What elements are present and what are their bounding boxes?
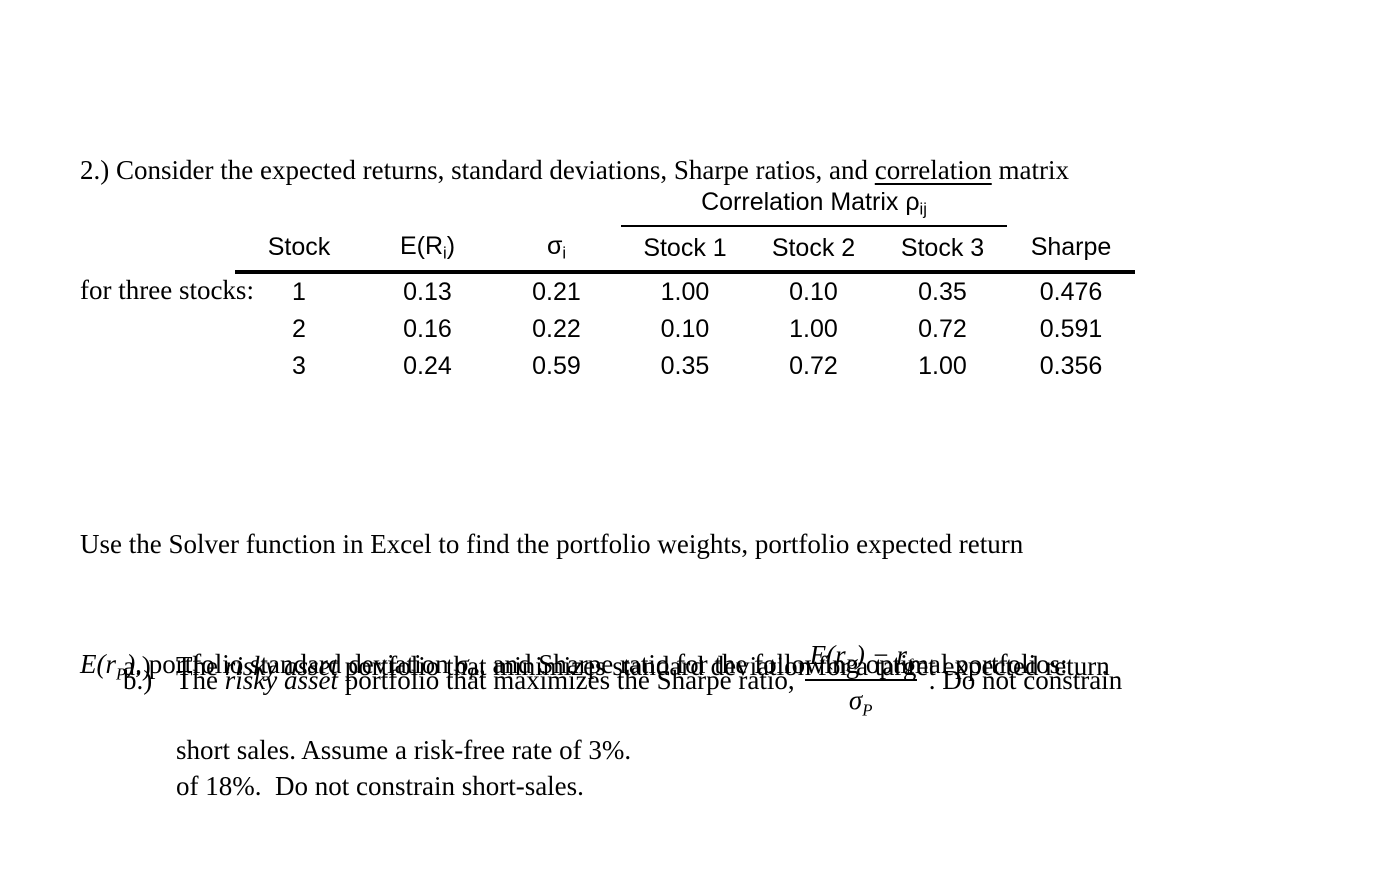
column-header-stock1: Stock 1 bbox=[621, 226, 749, 274]
rho-subscript: ij bbox=[919, 200, 927, 219]
item-a-marker: a.) bbox=[123, 651, 151, 681]
cell-corr-1: 1.00 bbox=[660, 277, 710, 306]
underlined-word: correlation bbox=[874, 155, 992, 185]
item-a-line-2: of 18%. Do not constrain short-sales. bbox=[176, 771, 584, 801]
list-item-a: a.) The risky asset portfolio that minimi… bbox=[123, 566, 1110, 886]
cell-corr-2: 1.00 bbox=[789, 314, 838, 343]
cell-stock-number: 1 bbox=[292, 277, 306, 306]
fraction-numerator: E(rP) − rf bbox=[804, 640, 917, 681]
cell-expected-return: 0.16 bbox=[403, 314, 452, 343]
solver-line-2: E(rP), portfolio standard deviation σP, … bbox=[80, 649, 1068, 684]
cell-sharpe: 0.591 bbox=[1039, 314, 1103, 343]
risky-asset-emphasis: risky asset bbox=[224, 651, 338, 681]
cell-corr-1: 0.35 bbox=[660, 351, 710, 380]
cell-expected-return: 0.13 bbox=[403, 277, 452, 306]
cell-corr-2: 0.10 bbox=[789, 277, 838, 306]
cell-corr-1: 0.10 bbox=[660, 314, 710, 343]
intro-line-2: for three stocks: bbox=[80, 275, 254, 305]
correlation-matrix-span-header: Correlation Matrix ρij bbox=[621, 188, 1007, 227]
cell-sigma: 0.22 bbox=[532, 314, 581, 343]
stocks-table-block: Correlation Matrix ρij Stock E(Ri) σi St… bbox=[235, 188, 1135, 385]
list-item-b: b.) The risky asset portfolio that maximi… bbox=[123, 640, 1123, 720]
cell-corr-2: 0.72 bbox=[789, 351, 838, 380]
math-expected-return: E(rP) bbox=[80, 649, 136, 684]
item-b-marker: b.) bbox=[123, 665, 153, 696]
cell-expected-return: 0.24 bbox=[403, 351, 452, 380]
solver-paragraph: Use the Solver function in Excel to find… bbox=[80, 444, 1068, 775]
correlation-matrix-label: Correlation Matrix ρ bbox=[701, 188, 920, 216]
column-header-stock: Stock bbox=[235, 226, 363, 274]
intro-line-1: 2.) Consider the expected returns, stand… bbox=[80, 150, 1069, 190]
risky-asset-emphasis: risky asset bbox=[224, 665, 338, 696]
cell-corr-3: 0.35 bbox=[918, 277, 967, 306]
sharpe-ratio-fraction: E(rP) − rf σP bbox=[804, 640, 917, 720]
cell-sharpe: 0.356 bbox=[1039, 351, 1103, 380]
stocks-table: Correlation Matrix ρij Stock E(Ri) σi St… bbox=[235, 188, 1135, 385]
item-b-line-2: short sales. Assume a risk-free rate of … bbox=[176, 735, 632, 765]
column-header-sharpe: Sharpe bbox=[1007, 226, 1135, 274]
column-header-stock3: Stock 3 bbox=[878, 226, 1007, 274]
math-sigma-p: σP bbox=[455, 649, 479, 684]
column-header-expected-return: E(Ri) bbox=[363, 226, 492, 274]
cell-corr-3: 1.00 bbox=[918, 351, 967, 380]
solver-line-1: Use the Solver function in Excel to find… bbox=[80, 529, 1024, 559]
cell-corr-3: 0.72 bbox=[918, 314, 967, 343]
table-row: 3 0.24 0.59 0.35 0.72 1.00 0.356 bbox=[235, 348, 1135, 385]
intro-text-post: matrix bbox=[991, 155, 1069, 185]
problem-intro: 2.) Consider the expected returns, stand… bbox=[80, 70, 1069, 390]
column-header-sigma: σi bbox=[492, 226, 621, 274]
intro-text: 2.) Consider the expected returns, stand… bbox=[80, 155, 875, 185]
column-header-stock2: Stock 2 bbox=[749, 226, 878, 274]
column-header-row: Stock E(Ri) σi Stock 1 Stock 2 Stock 3 S… bbox=[235, 226, 1135, 274]
cell-sigma: 0.59 bbox=[532, 351, 581, 380]
cell-sharpe: 0.476 bbox=[1039, 277, 1103, 306]
cell-stock-number: 2 bbox=[292, 314, 306, 343]
table-row: 1 0.13 0.21 1.00 0.10 0.35 0.476 bbox=[235, 272, 1135, 311]
item-a-line-1: a.) The risky asset portfolio that minimi… bbox=[123, 646, 1110, 686]
document-page: 2.) Consider the expected returns, stand… bbox=[80, 70, 1135, 801]
empty-cell bbox=[1007, 188, 1135, 226]
table-row: 2 0.16 0.22 0.10 1.00 0.72 0.591 bbox=[235, 311, 1135, 348]
fraction-denominator: σP bbox=[848, 684, 873, 720]
empty-cell bbox=[235, 188, 621, 226]
cell-stock-number: 3 bbox=[292, 351, 306, 380]
correlation-span-row: Correlation Matrix ρij bbox=[235, 188, 1135, 227]
cell-sigma: 0.21 bbox=[532, 277, 581, 306]
